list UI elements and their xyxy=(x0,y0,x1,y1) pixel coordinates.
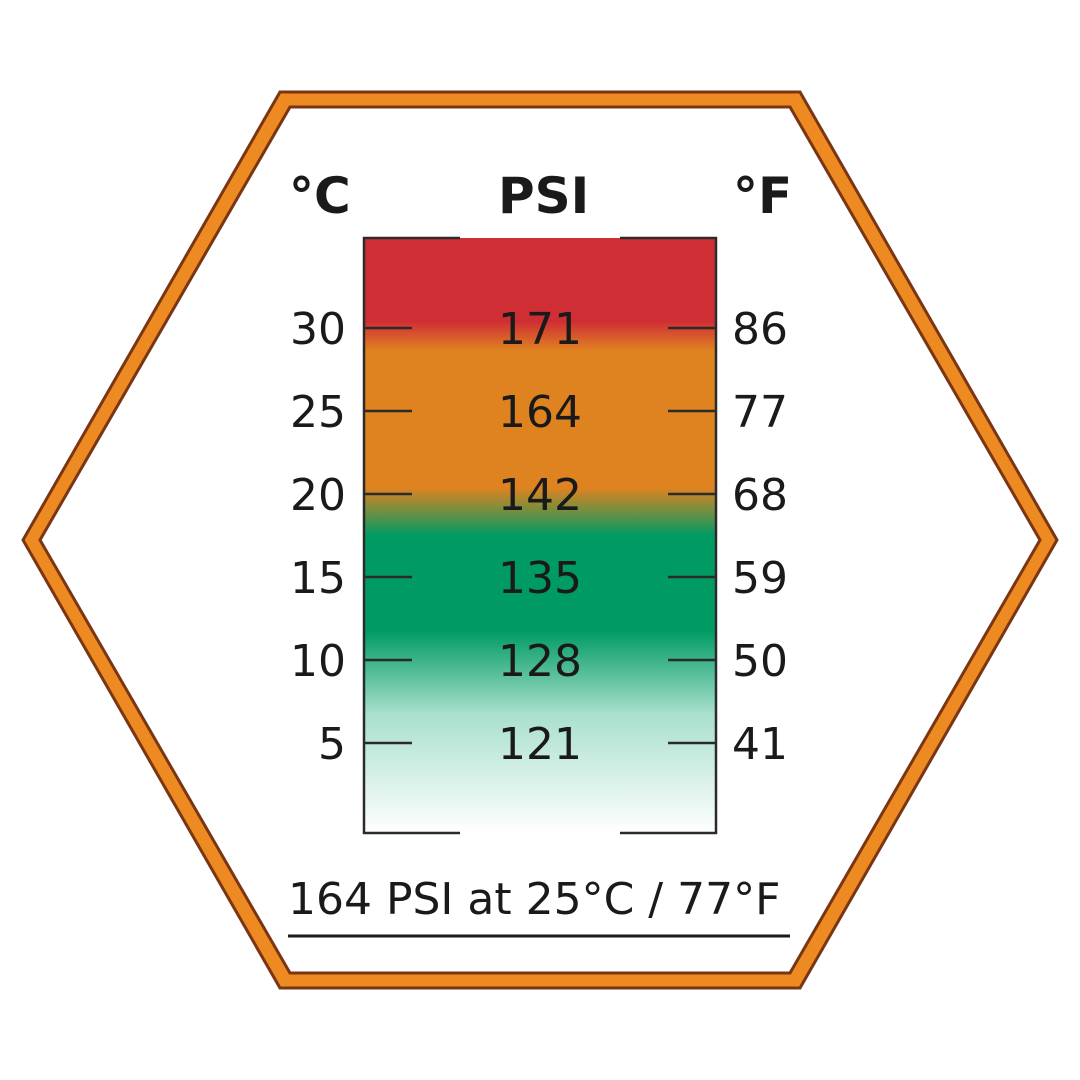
psi-label: 128 xyxy=(498,636,582,687)
psi-label: 164 xyxy=(498,387,582,438)
psi-label: 171 xyxy=(498,304,582,355)
celsius-label: 15 xyxy=(290,553,346,604)
color-scale-bar xyxy=(364,238,716,833)
psi-label: 135 xyxy=(498,553,582,604)
celsius-header: °C xyxy=(289,167,351,225)
celsius-label: 30 xyxy=(290,304,346,355)
fahrenheit-label: 77 xyxy=(732,387,788,438)
fahrenheit-header: °F xyxy=(733,167,793,225)
fahrenheit-label: 59 xyxy=(732,553,788,604)
celsius-label: 25 xyxy=(290,387,346,438)
fahrenheit-label: 86 xyxy=(732,304,788,355)
tick-marks xyxy=(364,326,716,745)
celsius-label: 10 xyxy=(290,636,346,687)
psi-header: PSI xyxy=(498,167,590,225)
psi-label: 121 xyxy=(498,719,582,770)
caption: 164 PSI at 25°C / 77°F xyxy=(288,874,781,925)
psi-label: 142 xyxy=(498,470,582,521)
fahrenheit-label: 68 xyxy=(732,470,788,521)
celsius-label: 20 xyxy=(290,470,346,521)
fahrenheit-label: 50 xyxy=(732,636,788,687)
fahrenheit-label: 41 xyxy=(732,719,788,770)
celsius-label: 5 xyxy=(318,719,346,770)
bar-bracket xyxy=(362,236,718,835)
